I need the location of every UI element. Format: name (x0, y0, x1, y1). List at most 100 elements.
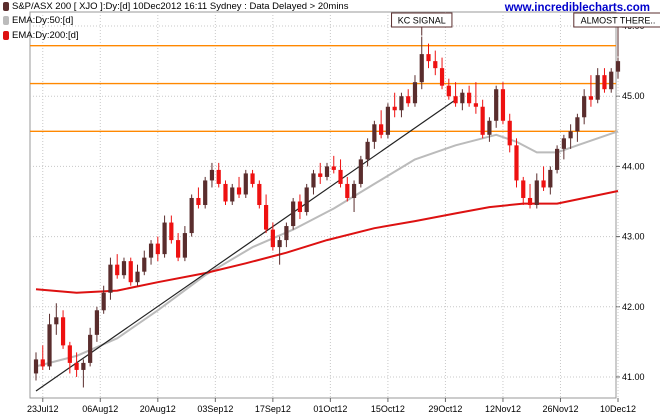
ema50-line (35, 130, 619, 368)
candle-body (446, 85, 451, 97)
candle-body (101, 292, 106, 311)
candle-body (521, 180, 526, 198)
candle-body (311, 173, 316, 188)
candle-body (568, 131, 573, 139)
candle-body (338, 169, 343, 184)
x-tick-label: 29Oct12 (428, 404, 462, 414)
candle-body (548, 169, 553, 188)
x-tick-label: 03Sep12 (197, 404, 233, 414)
candle-body (588, 96, 594, 100)
x-tick-label: 17Sep12 (255, 404, 291, 414)
candle-body (135, 271, 140, 283)
candle-body (514, 145, 519, 181)
candle-body (230, 187, 235, 202)
candle-body (108, 264, 113, 293)
candle-body (115, 264, 120, 276)
candle-body (162, 222, 167, 255)
candle-body (304, 187, 309, 213)
candle-body (426, 54, 431, 62)
candle-body (453, 96, 458, 104)
candle-body (460, 92, 465, 104)
legend-item-ema200: EMA:Dy:200:[d] (3, 30, 79, 41)
candle-body (88, 334, 93, 363)
chart-title: S&P/ASX 200 [ XJO ]:Dy:[d] 10Dec2012 16:… (12, 1, 349, 12)
candle-body (182, 233, 187, 258)
candle-body (236, 187, 242, 195)
candle-body (527, 197, 533, 205)
candle-body (439, 68, 445, 86)
candle-body (142, 257, 147, 272)
annotation-box (391, 12, 453, 28)
candle-body (155, 243, 160, 255)
candle-body (324, 166, 330, 177)
legend-label-ema50: EMA:Dy:50:[d] (12, 15, 74, 26)
candle-body (94, 310, 100, 335)
candle-body (379, 124, 384, 135)
candle-body (595, 75, 600, 100)
candle-body (615, 61, 621, 72)
legend-item-ema50: EMA:Dy:50:[d] (3, 15, 73, 26)
candle-body (406, 96, 411, 104)
x-tick-label: 12Nov12 (485, 404, 521, 414)
y-tick-label: 44.00 (622, 161, 645, 171)
ema50-swatch-icon (3, 16, 9, 25)
annotation-label: KC SIGNAL (398, 16, 446, 26)
y-tick-label: 41.00 (622, 372, 645, 382)
candle-body (487, 120, 492, 135)
candle-body (297, 201, 303, 213)
candle-body (60, 317, 66, 346)
candle-body (554, 148, 560, 170)
candle-body (243, 173, 248, 195)
candle-body (223, 183, 228, 202)
x-tick-label: 20Aug12 (140, 404, 176, 414)
y-tick-label: 42.00 (622, 302, 645, 312)
x-tick-label: 23Jul12 (27, 404, 59, 414)
candle-body (358, 159, 363, 184)
ema200-line (35, 190, 619, 294)
candle-body (74, 362, 79, 370)
x-tick-label: 06Aug12 (82, 404, 118, 414)
candle-body (203, 180, 208, 205)
candle-body (270, 229, 275, 248)
candle-body (250, 173, 255, 184)
candle-body (534, 180, 539, 205)
watermark[interactable]: www.incrediblecharts.com (504, 2, 650, 14)
candle-body (67, 345, 72, 363)
x-tick-label: 26Nov12 (542, 404, 578, 414)
candle-body (291, 201, 296, 227)
candle-body (331, 166, 336, 170)
candle-body (121, 261, 127, 276)
ema200-swatch-icon (3, 31, 9, 40)
candle-body (602, 75, 607, 90)
candle-body (196, 197, 201, 205)
candle-body (351, 183, 357, 198)
y-tick-label: 45.00 (622, 91, 645, 101)
candle-body (480, 106, 485, 135)
candle-body (189, 197, 194, 234)
legend-label-ema200: EMA:Dy:200:[d] (12, 30, 79, 41)
candle-body (54, 317, 59, 325)
candle-body (467, 92, 472, 104)
candle-body (277, 240, 282, 248)
annotation-label: ALMOST THERE.. (581, 16, 656, 26)
candle-body (609, 71, 614, 90)
candle-body (318, 173, 323, 177)
candle-body (263, 205, 269, 230)
candle-body (284, 226, 289, 241)
x-tick-label: 01Oct12 (313, 404, 347, 414)
candle-body (392, 106, 397, 111)
x-tick-label: 10Dec12 (600, 404, 636, 414)
candle-body (148, 243, 154, 258)
candle-body (433, 61, 438, 69)
candle-body (575, 117, 580, 132)
candle-body (541, 180, 546, 188)
y-tick-label: 43.00 (622, 232, 645, 242)
candle-body (500, 89, 506, 121)
x-tick-label: 15Oct12 (371, 404, 405, 414)
chart-title-row: S&P/ASX 200 [ XJO ]:Dy:[d] 10Dec2012 16:… (3, 1, 348, 12)
candle-body (365, 141, 370, 160)
annotation-box (573, 12, 660, 28)
candle-body (372, 124, 377, 142)
trend-line (35, 99, 456, 392)
